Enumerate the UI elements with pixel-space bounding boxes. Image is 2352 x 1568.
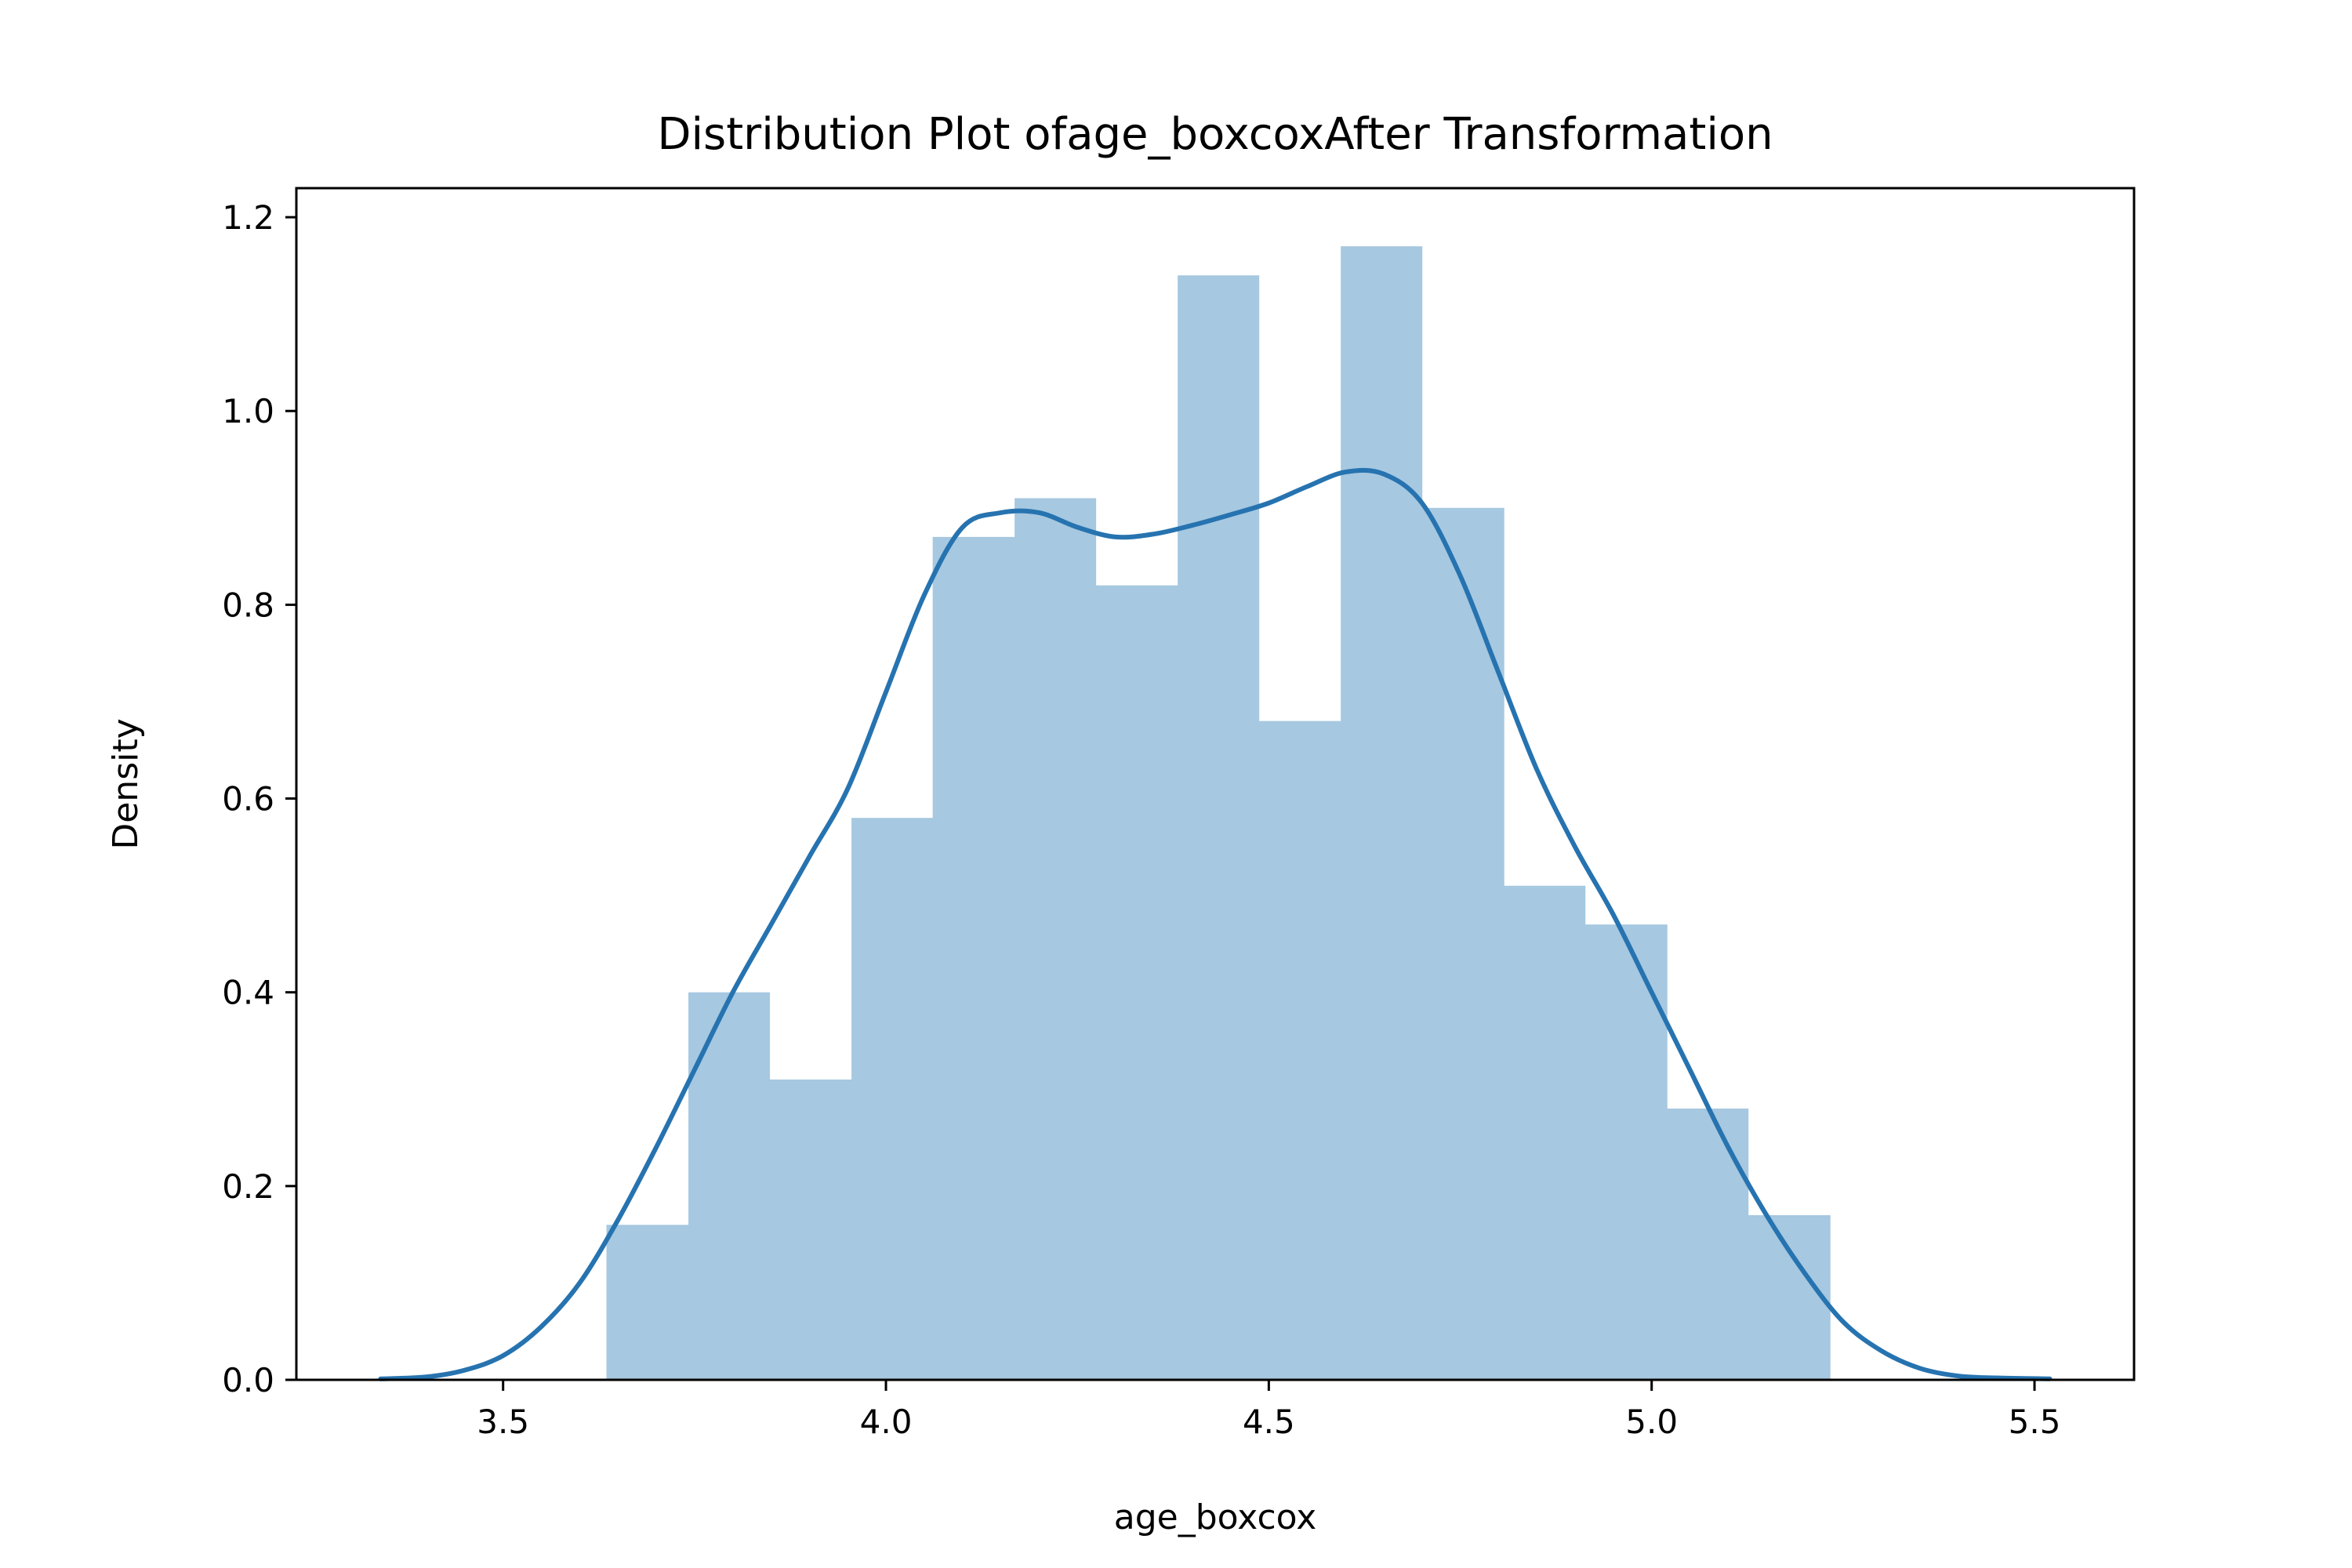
- x-tick-label: 5.5: [2009, 1403, 2061, 1441]
- kde-line: [378, 467, 2053, 1381]
- histogram-bar: [1667, 1108, 1749, 1380]
- y-axis-ticks: 0.0 0.2 0.4 0.6 0.8 1.0 1.2: [222, 198, 296, 1399]
- histogram-bar: [1748, 1214, 1831, 1380]
- histogram-bars: [606, 246, 1831, 1381]
- histogram-bar: [1341, 246, 1423, 1380]
- histogram-bar: [769, 1079, 852, 1380]
- y-tick-label: 1.0: [222, 392, 274, 430]
- histogram-bar: [1095, 585, 1178, 1380]
- histogram-bar: [1504, 885, 1586, 1380]
- plot-frame: [295, 187, 2136, 1381]
- kde-curve-group: [378, 467, 2053, 1381]
- y-tick-label: 0.0: [222, 1361, 274, 1399]
- y-axis-label: Density: [106, 718, 146, 849]
- histogram-bar: [1014, 498, 1097, 1380]
- y-tick-label: 0.4: [222, 974, 274, 1012]
- histogram-bar: [1258, 720, 1341, 1380]
- x-tick-label: 4.5: [1243, 1403, 1295, 1441]
- x-axis-ticks: 3.5 4.0 4.5 5.0 5.5: [477, 1380, 2060, 1441]
- y-tick-label: 0.6: [222, 780, 274, 818]
- histogram-bar: [1421, 507, 1504, 1380]
- histogram-bar: [606, 1225, 689, 1380]
- x-tick-label: 5.0: [1625, 1403, 1678, 1441]
- x-tick-label: 3.5: [477, 1403, 529, 1441]
- histogram-bar: [932, 536, 1015, 1380]
- y-tick-label: 0.8: [222, 586, 274, 624]
- x-axis-label: age_boxcox: [1114, 1497, 1317, 1537]
- chart-title: Distribution Plot ofage_boxcoxAfter Tran…: [657, 109, 1773, 160]
- y-tick-label: 1.2: [222, 198, 274, 237]
- histogram-bar: [1178, 275, 1260, 1381]
- histogram-bar: [851, 818, 934, 1380]
- histogram-bar: [688, 992, 771, 1380]
- y-tick-label: 0.2: [222, 1167, 274, 1206]
- histogram-bar: [1584, 924, 1668, 1380]
- x-tick-label: 4.0: [860, 1403, 913, 1441]
